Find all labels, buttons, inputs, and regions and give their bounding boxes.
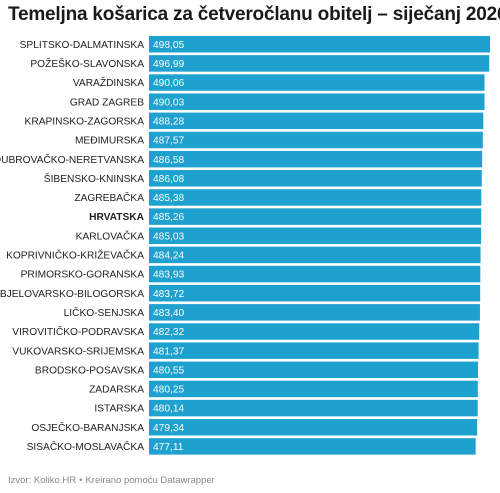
category-label: BRODSKO-POSAVSKA (35, 365, 144, 376)
bar (149, 55, 490, 72)
category-label: VIROVITIČKO-PODRAVSKA (12, 325, 144, 338)
source-text: Izvor: Koliko.HR (8, 475, 77, 486)
value-label: 498,05 (153, 40, 184, 51)
bar (149, 399, 478, 417)
value-label: 483,40 (153, 308, 184, 319)
bar (149, 304, 480, 321)
value-label: 477,11 (153, 442, 184, 453)
bar (149, 246, 481, 264)
value-label: 479,34 (153, 423, 184, 434)
category-label: PRIMORSKO-GORANSKA (21, 270, 145, 281)
chart-title: Temeljna košarica za četveročlanu obitel… (8, 4, 500, 25)
category-label: KOPRIVNIČKO-KRIŽEVAČKA (6, 249, 144, 262)
bar (149, 227, 482, 244)
category-label: KRAPINSKO-ZAGORSKA (25, 116, 145, 127)
value-label: 487,57 (153, 136, 184, 147)
bar (149, 36, 490, 53)
bar (149, 93, 485, 110)
value-label: 484,24 (153, 251, 184, 262)
value-label: 490,06 (153, 78, 184, 89)
category-label: SISAČKO-MOSLAVAČKA (27, 440, 145, 453)
bar (149, 380, 478, 398)
credit-link[interactable]: Kreirano pomoću Datawrapper (85, 475, 215, 486)
category-label: GRAD ZAGREB (70, 97, 144, 108)
value-label: 485,03 (153, 231, 184, 242)
bar (149, 342, 479, 359)
value-label: 481,37 (153, 346, 184, 357)
bar (149, 284, 481, 302)
category-label: ŠIBENSKO-KNINSKA (44, 172, 144, 185)
category-label: ISTARSKA (94, 404, 144, 415)
value-label: 480,25 (153, 385, 184, 396)
value-label: 480,55 (153, 365, 184, 376)
bar (149, 438, 476, 455)
category-label: OSJEČKO-BARANJSKA (31, 421, 144, 434)
value-label: 486,08 (153, 174, 184, 185)
value-label: 482,32 (153, 327, 184, 338)
bar (149, 74, 485, 91)
value-label: 486,58 (153, 155, 184, 166)
value-label: 480,14 (153, 404, 184, 415)
chart-footer: Izvor: Koliko.HR • Kreirano pomoću Datawra… (8, 475, 215, 486)
category-label: SPLITSKO-DALMATINSKA (20, 40, 145, 51)
footer-separator: • (79, 475, 83, 486)
bar (149, 150, 483, 168)
category-label: POŽEŠKO-SLAVONSKA (30, 57, 144, 70)
category-label: DUBROVAČKO-NERETVANSKA (0, 153, 144, 166)
category-label: VUKOVARSKO-SRIJEMSKA (12, 346, 144, 357)
bar (149, 112, 484, 130)
bar (149, 208, 482, 225)
bar (149, 323, 480, 340)
value-label: 490,03 (153, 97, 184, 108)
bar (149, 361, 479, 379)
category-label: BJELOVARSKO-BILOGORSKA (0, 289, 144, 300)
category-label: VARAŽDINSKA (73, 76, 144, 89)
bar (149, 170, 482, 187)
value-label: 496,99 (153, 59, 184, 70)
category-label: ZADARSKA (89, 385, 144, 396)
bar (149, 189, 482, 206)
category-label: LIČKO-SENJSKA (64, 306, 145, 319)
bar (149, 131, 483, 149)
value-label: 485,26 (153, 212, 184, 223)
category-label: HRVATSKA (89, 212, 145, 223)
value-label: 483,72 (153, 289, 184, 300)
bar (149, 419, 478, 436)
bar (149, 265, 481, 283)
value-label: 483,93 (153, 270, 184, 281)
value-label: 488,28 (153, 116, 184, 127)
category-label: ZAGREBAČKA (74, 191, 144, 204)
value-label: 485,38 (153, 193, 184, 204)
category-label: MEĐIMURSKA (75, 136, 144, 147)
category-label: KARLOVAČKA (76, 229, 145, 242)
